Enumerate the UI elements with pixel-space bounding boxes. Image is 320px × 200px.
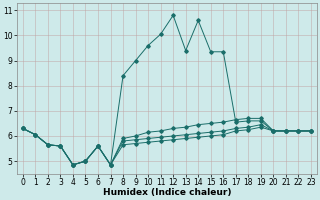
X-axis label: Humidex (Indice chaleur): Humidex (Indice chaleur)	[103, 188, 231, 197]
